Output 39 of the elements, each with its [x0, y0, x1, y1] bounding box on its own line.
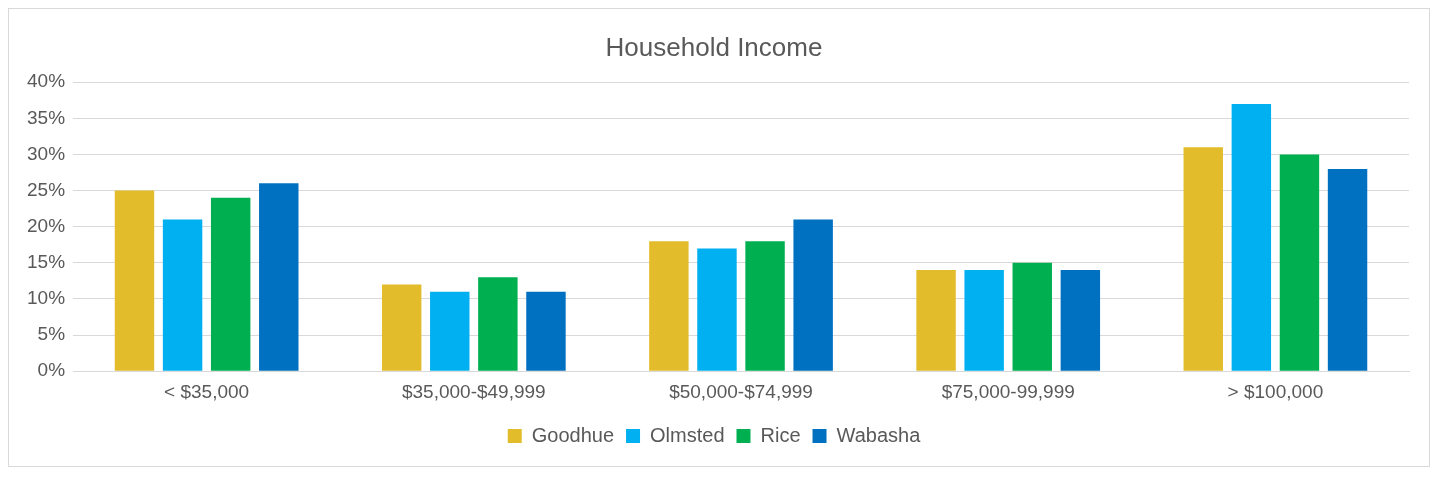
bar — [649, 241, 689, 371]
y-tick-label: 20% — [27, 214, 66, 236]
bar — [1060, 270, 1101, 371]
y-tick-label: 10% — [27, 287, 66, 309]
x-tick-label: $35,000-$49,999 — [401, 380, 546, 402]
bar — [745, 241, 785, 371]
bar — [1231, 103, 1272, 371]
bar — [697, 248, 737, 371]
y-tick-label: 40% — [27, 70, 66, 92]
bar — [162, 219, 203, 371]
bar — [259, 183, 299, 371]
bar — [114, 190, 155, 371]
bar — [430, 291, 470, 371]
y-tick-label: 30% — [27, 142, 66, 164]
bar — [478, 277, 518, 371]
x-tick-label: > $100,000 — [1227, 380, 1324, 402]
y-tick-label: 5% — [37, 323, 66, 345]
bar — [526, 291, 566, 371]
bar — [210, 197, 251, 371]
chart-title: Household Income — [605, 31, 823, 62]
legend-label: Olmsted — [650, 423, 725, 446]
bar — [964, 270, 1004, 371]
bar — [1012, 262, 1052, 371]
x-tick-label: $75,000-99,999 — [941, 380, 1075, 402]
x-tick-label: < $35,000 — [164, 380, 250, 402]
y-tick-label: 0% — [37, 359, 66, 381]
legend-label: Rice — [760, 423, 801, 446]
y-tick-label: 35% — [27, 106, 66, 128]
bar — [1183, 147, 1223, 371]
legend-label: Wabasha — [836, 423, 922, 446]
y-tick-label: 25% — [27, 178, 66, 200]
bar — [381, 284, 422, 371]
bar — [1279, 154, 1320, 371]
bar — [916, 270, 956, 371]
bar — [1327, 168, 1368, 371]
bar — [793, 219, 833, 371]
x-tick-label: $50,000-$74,999 — [669, 380, 813, 402]
legend-label: Goodhue — [531, 423, 615, 446]
y-tick-label: 15% — [27, 251, 66, 273]
